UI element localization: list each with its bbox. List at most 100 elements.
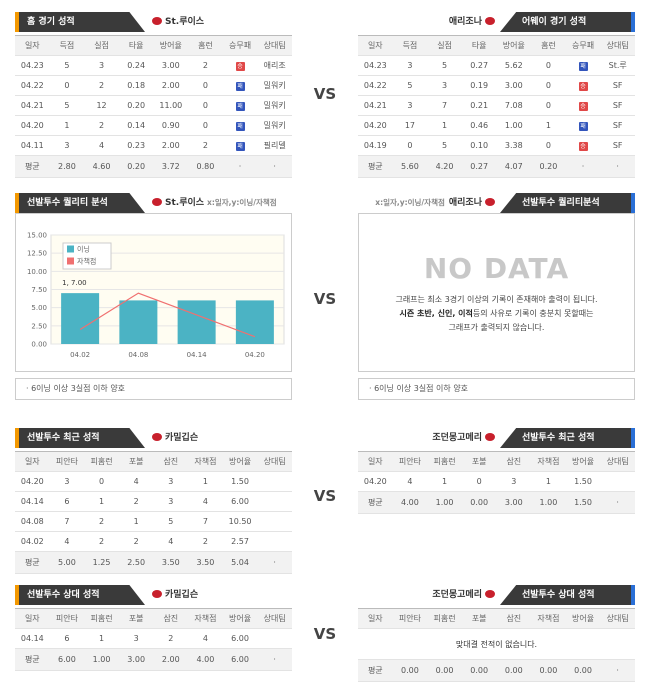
cell: 04.21 xyxy=(358,95,393,116)
column-header: 삼진 xyxy=(153,608,189,629)
cell: 2 xyxy=(84,115,119,136)
column-header: 방어율 xyxy=(565,608,601,629)
y-tick-label: 2.50 xyxy=(31,322,47,330)
header-tab: 선발투수 상대 성적 xyxy=(500,585,635,605)
cell: 6.00 xyxy=(222,491,258,512)
column-header: 자책점 xyxy=(531,451,566,472)
x-tick-label: 04.02 xyxy=(70,351,90,359)
cell xyxy=(257,531,292,552)
cell: 4 xyxy=(188,628,223,649)
cell: 0.27 xyxy=(461,155,497,178)
column-header: 실점 xyxy=(427,35,462,56)
no-data-title: NO DATA xyxy=(423,252,570,285)
panel-header: 어웨이 경기 성적 애리조나 xyxy=(358,12,635,32)
cell: 0 xyxy=(531,135,566,156)
column-header: 포볼 xyxy=(118,608,154,629)
column-header: 승무패 xyxy=(222,35,258,56)
average-row: 평균 0.00 0.00 0.00 0.00 0.00 0.00 · xyxy=(358,659,635,682)
header-row: 일자 피안타 피홈런 포볼 삼진 자책점 방어율 상대팀 xyxy=(15,451,292,472)
cell: 평균 xyxy=(358,155,393,178)
cell: 6 xyxy=(49,491,85,512)
data-row: 04.23 3 5 0.27 5.62 0 패 St.루 xyxy=(358,55,635,76)
team-name: 카밀깁슨 xyxy=(149,428,198,448)
message-row: 맞대결 전적이 없습니다. xyxy=(358,628,635,660)
cell: 평균 xyxy=(358,659,393,682)
result-icon: 승 xyxy=(235,61,245,71)
cell: 04.11 xyxy=(15,135,50,156)
column-header: 상대팀 xyxy=(600,608,635,629)
cell: 2.50 xyxy=(118,551,154,574)
cell: 7.08 xyxy=(496,95,532,116)
cell: 3.00 xyxy=(118,648,154,671)
cell: 2 xyxy=(84,75,119,96)
column-header: 자책점 xyxy=(188,608,223,629)
result-icon: 승 xyxy=(578,101,588,111)
team-name: 조던몽고메리 xyxy=(432,428,498,448)
x-tick-label: 04.08 xyxy=(128,351,148,359)
cell: 평균 xyxy=(15,648,50,671)
column-header: 일자 xyxy=(358,608,393,629)
column-header: 방어율 xyxy=(222,451,258,472)
table: 일자 피안타 피홈런 포볼 삼진 자책점 방어율 상대팀 04.14 6 1 3 2 4 6.00 평균 6.0… xyxy=(15,608,292,671)
vs-label: VS xyxy=(313,290,337,308)
legend-label: 자책점 xyxy=(77,257,96,266)
result-icon: 승 xyxy=(578,81,588,91)
header-row: 일자 피안타 피홈런 포볼 삼진 자책점 방어율 상대팀 xyxy=(15,608,292,629)
cell: 4.00 xyxy=(392,491,428,514)
stats-table: 일자 득점 실점 타율 방어율 홈런 승무패 상대팀 04.23 3 5 0.27 5.62 0 패 St.루… xyxy=(358,35,635,178)
cell: 2.57 xyxy=(222,531,258,552)
cell: 2 xyxy=(84,511,119,532)
column-header: 득점 xyxy=(392,35,428,56)
cell: 3 xyxy=(153,491,189,512)
result-icon: 패 xyxy=(578,121,588,131)
cell: 12 xyxy=(84,95,119,116)
panel-header: 선발투수 최근 성적 조던몽고메리 xyxy=(358,428,635,448)
team-name: 조던몽고메리 xyxy=(432,585,498,605)
header-tab: 선발투수 상대 성적 xyxy=(15,585,145,605)
cell: 1.00 xyxy=(531,491,566,514)
cell: 3.38 xyxy=(496,135,532,156)
cell: SF xyxy=(600,75,635,96)
bar xyxy=(177,300,216,344)
team-name: St.루이스 x:일자,y:이닝/자책점 xyxy=(149,193,277,213)
cell: 0.00 xyxy=(392,659,428,682)
annotation: 1, 7.00 xyxy=(62,279,87,287)
cell: 0.00 xyxy=(531,659,566,682)
column-header: 삼진 xyxy=(153,451,189,472)
cell: 6.00 xyxy=(222,628,258,649)
cell: · xyxy=(257,648,292,671)
cell: 04.22 xyxy=(358,75,393,96)
column-header: 포볼 xyxy=(461,608,497,629)
column-header: 피안타 xyxy=(392,451,428,472)
y-tick-label: 12.50 xyxy=(27,250,47,258)
bar xyxy=(119,300,158,344)
cell: 0.14 xyxy=(118,115,154,136)
average-row: 평균 5.00 1.25 2.50 3.50 3.50 5.04 · xyxy=(15,551,292,574)
cell: 4.00 xyxy=(188,648,223,671)
cell: 4.20 xyxy=(427,155,462,178)
cell: 2 xyxy=(118,491,154,512)
cell xyxy=(257,471,292,492)
cell: 0.24 xyxy=(118,55,154,76)
team-name: St.루이스 xyxy=(149,12,204,32)
cell: 3 xyxy=(118,628,154,649)
column-header: 승무패 xyxy=(565,35,601,56)
cell: 3.00 xyxy=(153,55,189,76)
cell: 6 xyxy=(49,628,85,649)
team-name: x:일자,y:이닝/자책점 애리조나 xyxy=(375,193,498,213)
cell: 2.00 xyxy=(153,75,189,96)
cell: 1.25 xyxy=(84,551,119,574)
cell: 1 xyxy=(84,491,119,512)
message-text: 등의 사유로 기록이 충분치 못할때는 xyxy=(472,309,594,318)
data-row: 04.21 3 7 0.21 7.08 0 승 SF xyxy=(358,95,635,116)
panel-header: 홈 경기 성적 St.루이스 xyxy=(15,12,292,32)
cell: 0.00 xyxy=(427,659,462,682)
cell xyxy=(257,628,292,649)
cell: 4.07 xyxy=(496,155,532,178)
data-row: 04.14 6 1 3 2 4 6.00 xyxy=(15,628,292,649)
cell: 5.62 xyxy=(496,55,532,76)
cell: · xyxy=(257,551,292,574)
result-icon: 패 xyxy=(578,61,588,71)
panel-header: 선발투수 최근 성적 카밀깁슨 xyxy=(15,428,292,448)
cell: 1 xyxy=(84,628,119,649)
